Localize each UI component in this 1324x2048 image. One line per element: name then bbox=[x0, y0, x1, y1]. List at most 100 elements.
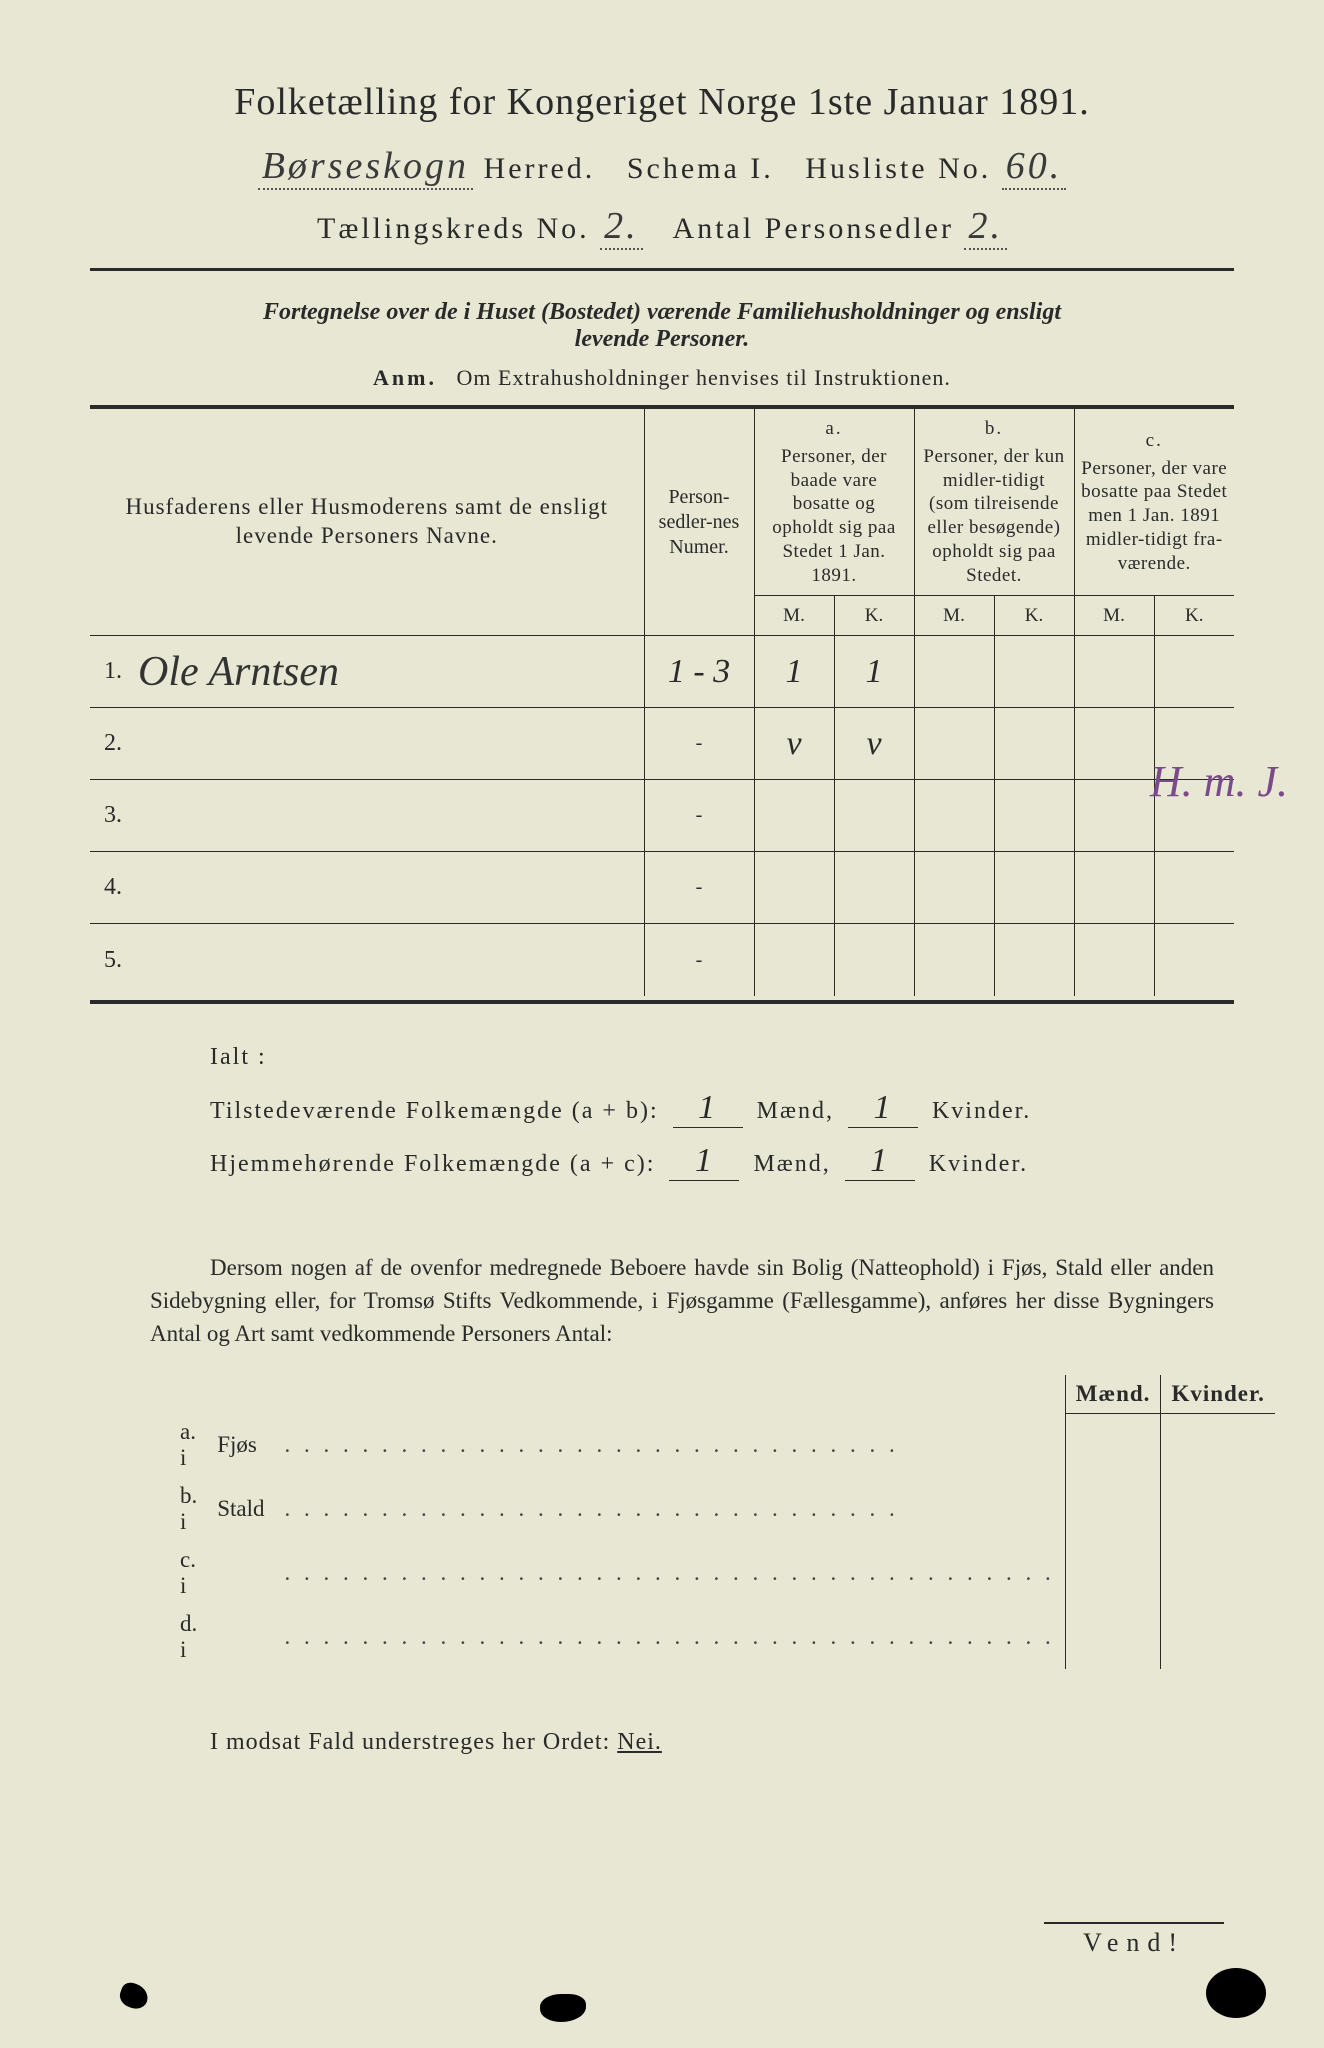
building-name bbox=[207, 1541, 274, 1605]
building-name: Fjøs bbox=[207, 1413, 274, 1477]
a-k-cell: 1 bbox=[834, 636, 914, 708]
antal-handwritten: 2. bbox=[964, 204, 1007, 250]
header-row-3: Tællingskreds No. 2. Antal Personsedler … bbox=[90, 204, 1234, 250]
pnum-cell: - bbox=[644, 852, 754, 924]
col-b-k: K. bbox=[994, 596, 1074, 636]
c-m-cell bbox=[1074, 852, 1154, 924]
buildings-head-k: Kvinder. bbox=[1161, 1375, 1275, 1414]
margin-note: H. m. J. bbox=[1150, 756, 1288, 807]
dotfill: . . . . . . . . . . . . . . . . . . . . … bbox=[275, 1477, 1066, 1541]
table-row: 1. Ole Arntsen 1 - 3 1 1 bbox=[90, 636, 1234, 708]
table-row: 3. - bbox=[90, 780, 1234, 852]
nei-word: Nei. bbox=[617, 1729, 662, 1755]
col-c-label: c. bbox=[1081, 429, 1229, 453]
building-lbl: c. i bbox=[170, 1541, 207, 1605]
dotfill: . . . . . . . . . . . . . . . . . . . . … bbox=[275, 1541, 1066, 1605]
a-k-cell bbox=[834, 780, 914, 852]
pnum-val: 1 - 3 bbox=[668, 653, 730, 690]
c-m-cell bbox=[1074, 924, 1154, 996]
val: v bbox=[786, 725, 801, 762]
kvinder-label-2: Kvinder. bbox=[929, 1151, 1028, 1177]
a-m-cell bbox=[754, 780, 834, 852]
name-cell bbox=[130, 780, 644, 852]
husliste-handwritten: 60. bbox=[1002, 144, 1067, 190]
building-k bbox=[1161, 1413, 1275, 1477]
building-row: b. i Stald . . . . . . . . . . . . . . .… bbox=[170, 1477, 1275, 1541]
c-m-cell bbox=[1074, 780, 1154, 852]
maend-label: Mænd, bbox=[757, 1098, 834, 1124]
col-a-k: K. bbox=[834, 596, 914, 636]
census-table: Husfaderens eller Husmoderens samt de en… bbox=[90, 405, 1234, 996]
a-m-cell bbox=[754, 924, 834, 996]
header-rule bbox=[90, 268, 1234, 271]
col-c-text: Personer, der vare bosatte paa Stedet me… bbox=[1081, 458, 1227, 574]
table-row: 2. - v v bbox=[90, 708, 1234, 780]
name-cell bbox=[130, 708, 644, 780]
a-m-cell bbox=[754, 852, 834, 924]
building-lbl: d. i bbox=[170, 1605, 207, 1669]
ialt-line-2: Hjemmehørende Folkemængde (a + c): 1 Mæn… bbox=[210, 1142, 1234, 1181]
col-c-k: K. bbox=[1154, 596, 1234, 636]
dotfill: . . . . . . . . . . . . . . . . . . . . … bbox=[275, 1605, 1066, 1669]
maend-label-2: Mænd, bbox=[753, 1151, 830, 1177]
b-k-cell bbox=[994, 924, 1074, 996]
ialt-label: Ialt : bbox=[210, 1044, 1234, 1071]
subtitle-line1: Fortegnelse over de i Huset (Bostedet) v… bbox=[263, 299, 1061, 325]
col-names-header: Husfaderens eller Husmoderens samt de en… bbox=[90, 407, 644, 636]
name-cell: Ole Arntsen bbox=[130, 636, 644, 708]
col-b-label: b. bbox=[921, 417, 1068, 441]
building-m bbox=[1065, 1541, 1161, 1605]
b-k-cell bbox=[994, 852, 1074, 924]
b-m-cell bbox=[914, 780, 994, 852]
b-m-cell bbox=[914, 708, 994, 780]
name-cell bbox=[130, 852, 644, 924]
c-k-cell bbox=[1154, 924, 1234, 996]
pnum-cell: - bbox=[644, 780, 754, 852]
name-cell bbox=[130, 924, 644, 996]
col-pnum-header: Person-sedler-nes Numer. bbox=[644, 407, 754, 636]
val: 1 bbox=[866, 653, 883, 690]
building-k bbox=[1161, 1477, 1275, 1541]
c-k-cell bbox=[1154, 852, 1234, 924]
c-k-cell bbox=[1154, 636, 1234, 708]
table-row: 4. - bbox=[90, 852, 1234, 924]
building-k bbox=[1161, 1605, 1275, 1669]
pnum-cell: 1 - 3 bbox=[644, 636, 754, 708]
ialt-line2-text: Hjemmehørende Folkemængde (a + c): bbox=[210, 1151, 655, 1177]
ialt-block: Ialt : Tilstedeværende Folkemængde (a + … bbox=[90, 1044, 1234, 1181]
row-num: 2. bbox=[90, 708, 130, 780]
b-m-cell bbox=[914, 636, 994, 708]
a-m-cell: 1 bbox=[754, 636, 834, 708]
name-hand: Ole Arntsen bbox=[138, 649, 339, 695]
a-k-cell bbox=[834, 924, 914, 996]
dotfill: . . . . . . . . . . . . . . . . . . . . … bbox=[275, 1413, 1066, 1477]
antal-label: Antal Personsedler bbox=[673, 212, 954, 245]
building-row: d. i . . . . . . . . . . . . . . . . . .… bbox=[170, 1605, 1275, 1669]
ink-blot-icon bbox=[117, 1980, 152, 2012]
row-num: 4. bbox=[90, 852, 130, 924]
col-c-header: c. Personer, der vare bosatte paa Stedet… bbox=[1074, 407, 1234, 596]
table-row: 5. - bbox=[90, 924, 1234, 996]
building-row: c. i . . . . . . . . . . . . . . . . . .… bbox=[170, 1541, 1275, 1605]
ialt-v2-m: 1 bbox=[695, 1142, 714, 1179]
buildings-table: Mænd. Kvinder. a. i Fjøs . . . . . . . .… bbox=[170, 1375, 1275, 1670]
nei-text: I modsat Fald understreges her Ordet: bbox=[210, 1729, 610, 1755]
row-num: 1. bbox=[90, 636, 130, 708]
husliste-label: Husliste No. bbox=[805, 152, 991, 185]
building-row: a. i Fjøs . . . . . . . . . . . . . . . … bbox=[170, 1413, 1275, 1477]
col-a-header: a. Personer, der baade vare bosatte og o… bbox=[754, 407, 914, 596]
table-bottom-rule bbox=[90, 1000, 1234, 1004]
subtitle: Fortegnelse over de i Huset (Bostedet) v… bbox=[90, 299, 1234, 353]
c-m-cell bbox=[1074, 636, 1154, 708]
b-m-cell bbox=[914, 852, 994, 924]
ink-blot-icon bbox=[1206, 1968, 1266, 2018]
pnum-cell: - bbox=[644, 708, 754, 780]
a-m-cell: v bbox=[754, 708, 834, 780]
census-form-page: Folketælling for Kongeriget Norge 1ste J… bbox=[0, 0, 1324, 2048]
ialt-line-1: Tilstedeværende Folkemængde (a + b): 1 M… bbox=[210, 1089, 1234, 1128]
col-a-m: M. bbox=[754, 596, 834, 636]
buildings-paragraph: Dersom nogen af de ovenfor medregnede Be… bbox=[90, 1251, 1234, 1351]
b-k-cell bbox=[994, 780, 1074, 852]
kreds-handwritten: 2. bbox=[600, 204, 643, 250]
building-name bbox=[207, 1605, 274, 1669]
